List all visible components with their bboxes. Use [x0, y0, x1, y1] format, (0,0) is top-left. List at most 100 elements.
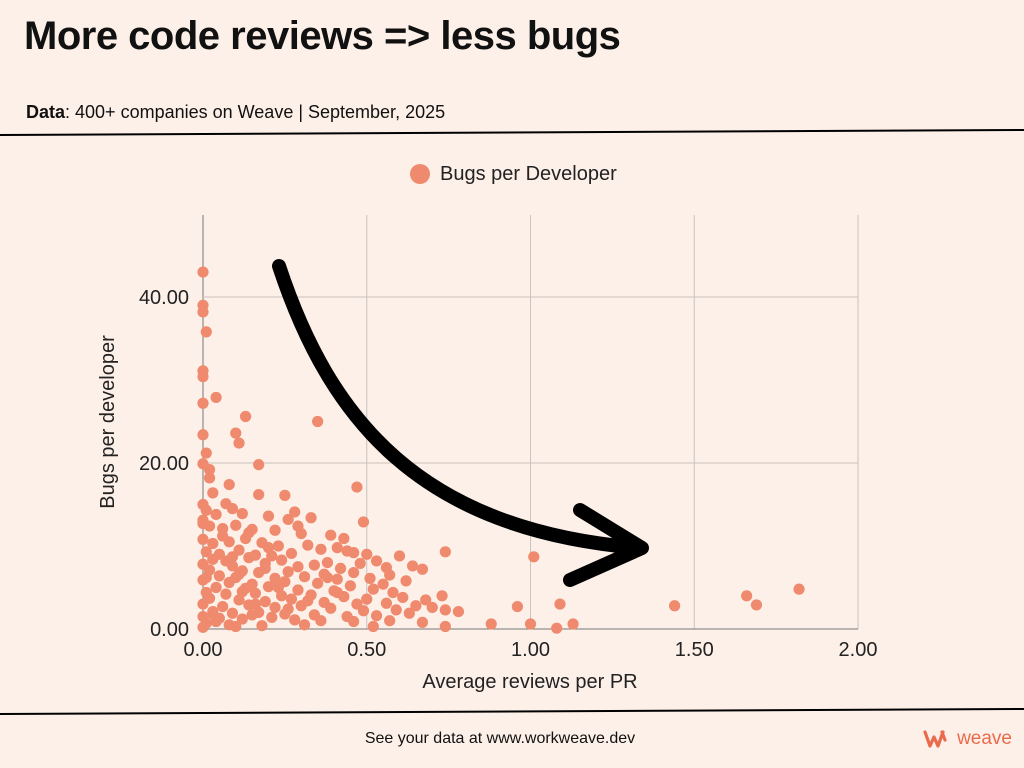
data-point	[230, 519, 242, 531]
x-axis-label: Average reviews per PR	[422, 671, 637, 693]
y-tick-label: 0.00	[150, 619, 189, 641]
data-point	[282, 513, 294, 526]
data-source-label: Data	[26, 102, 66, 122]
data-point	[223, 576, 235, 589]
data-point	[262, 581, 275, 593]
data-point	[511, 600, 523, 613]
data-point	[239, 410, 252, 423]
data-point	[269, 601, 281, 614]
data-point	[524, 618, 537, 630]
legend-label: Bugs per Developer	[440, 163, 617, 185]
data-point	[308, 559, 320, 571]
data-point	[266, 611, 278, 623]
data-point	[338, 532, 350, 545]
brand[interactable]: weave	[923, 728, 1012, 750]
data-point	[485, 618, 497, 630]
data-point	[272, 540, 284, 552]
axis-ticks: 0.00 0.50 1.00 1.50 2.00 0.00 20.00 40.00	[139, 287, 878, 661]
data-point	[230, 427, 242, 439]
data-point	[226, 551, 239, 563]
data-point	[325, 529, 337, 541]
data-point	[370, 610, 383, 622]
data-point	[210, 391, 222, 404]
brand-name: weave	[957, 728, 1012, 749]
data-point	[220, 498, 232, 510]
data-point	[354, 557, 366, 570]
data-point	[203, 520, 216, 532]
data-point	[226, 560, 239, 572]
data-point	[334, 562, 347, 575]
data-point	[249, 598, 261, 610]
data-point	[420, 594, 432, 606]
data-point	[197, 598, 209, 610]
data-point	[567, 618, 579, 630]
data-point	[262, 510, 275, 522]
data-point	[210, 581, 222, 594]
data-point	[230, 620, 242, 633]
data-point	[279, 489, 291, 501]
data-point	[370, 555, 383, 567]
data-point	[321, 571, 334, 584]
data-point	[207, 608, 219, 620]
x-tick-label: 1.00	[511, 639, 550, 661]
data-point	[439, 546, 451, 558]
x-tick-label: 0.50	[347, 639, 386, 661]
data-point	[439, 604, 451, 616]
data-point	[292, 561, 304, 573]
data-point	[387, 586, 399, 599]
data-point	[200, 571, 212, 584]
data-point	[282, 603, 294, 615]
data-point	[200, 447, 212, 459]
data-point	[439, 620, 451, 633]
data-point	[551, 622, 563, 634]
data-point	[282, 566, 294, 578]
data-point	[344, 580, 356, 592]
data-point	[331, 542, 343, 554]
data-point	[426, 601, 438, 614]
data-point	[377, 578, 389, 590]
data-point	[259, 596, 271, 608]
data-point	[298, 619, 311, 631]
data-point	[302, 539, 314, 551]
y-axis-label: Bugs per developer	[97, 335, 119, 509]
data-point	[243, 527, 255, 539]
data-point	[203, 472, 216, 484]
data-point	[207, 537, 219, 550]
data-point	[384, 569, 396, 581]
data-point	[436, 590, 448, 602]
data-point	[210, 508, 222, 521]
data-point	[669, 600, 681, 612]
legend-marker	[410, 164, 430, 184]
data-point	[289, 614, 301, 626]
data-point	[207, 487, 219, 499]
footer-text: See your data at www.workweave.dev	[364, 730, 636, 747]
data-point	[390, 604, 402, 616]
data-point	[259, 562, 271, 575]
trend-arrow-head	[563, 503, 649, 587]
trend-arrow	[272, 259, 649, 587]
data-point	[292, 520, 304, 532]
data-point	[528, 551, 540, 563]
data-point	[380, 597, 392, 609]
data-point	[223, 478, 235, 491]
data-point	[364, 572, 376, 584]
data-point	[289, 506, 301, 518]
data-point	[312, 415, 324, 428]
data-point	[361, 593, 373, 605]
data-point	[217, 530, 229, 542]
data-point	[357, 605, 370, 617]
bottom-divider	[0, 708, 1024, 715]
data-source: Data: 400+ companies on Weave | Septembe…	[26, 102, 445, 123]
data-point	[298, 571, 311, 583]
data-point	[272, 581, 284, 594]
data-point	[331, 586, 343, 599]
data-point	[341, 545, 353, 557]
data-point	[243, 552, 255, 564]
data-point	[361, 548, 373, 560]
data-point	[348, 566, 360, 579]
data-point	[302, 595, 314, 607]
weave-logo-icon	[923, 730, 947, 748]
data-point	[315, 543, 327, 555]
data-point	[403, 607, 415, 619]
data-point	[197, 621, 209, 633]
